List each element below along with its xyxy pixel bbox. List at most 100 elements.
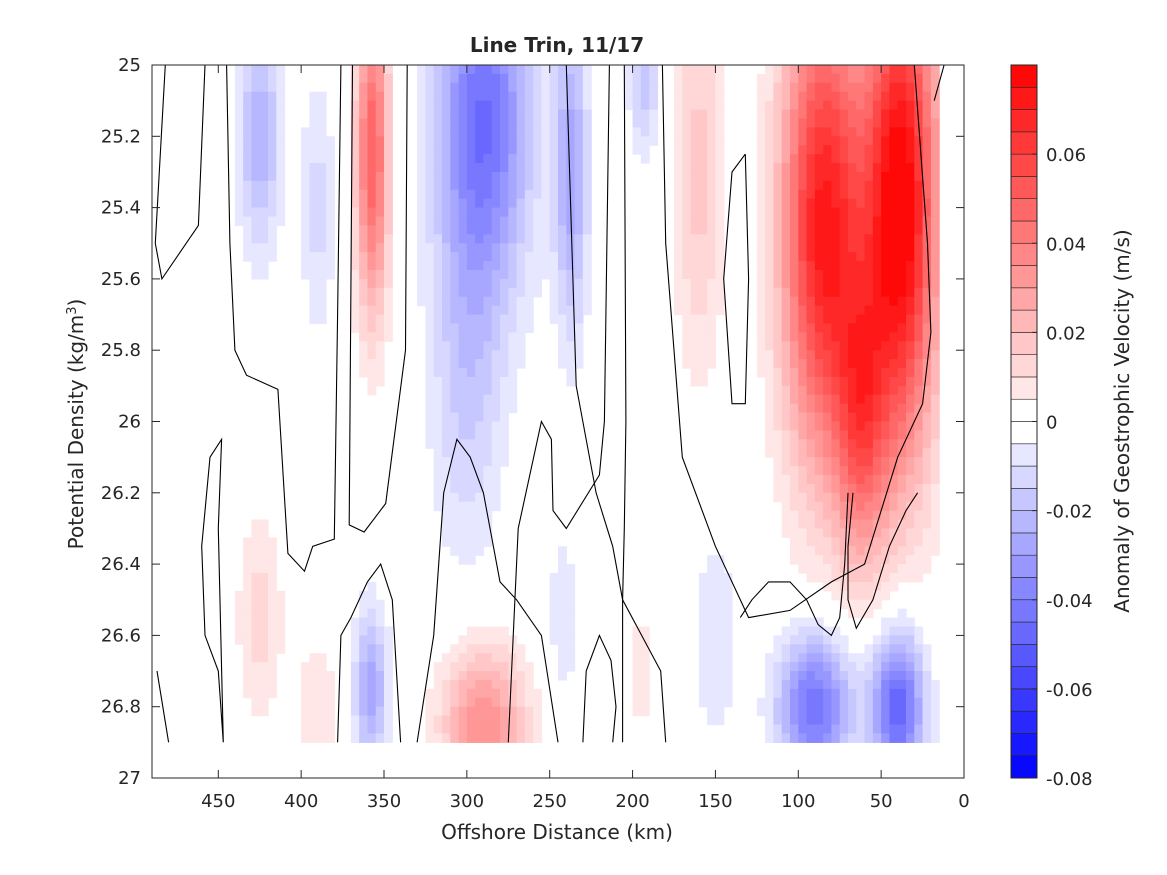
heatmap-cell — [897, 287, 907, 298]
heatmap-cell — [442, 412, 451, 423]
heatmap-cell — [234, 100, 244, 111]
heatmap-cell — [359, 724, 369, 735]
heatmap-cell — [773, 430, 783, 440]
heatmap-cell — [897, 225, 907, 235]
heatmap-cell — [914, 528, 924, 538]
heatmap-cell — [309, 653, 319, 663]
heatmap-cell — [698, 252, 708, 262]
heatmap-cell — [698, 671, 708, 681]
heatmap-cell — [251, 198, 261, 209]
heatmap-cell — [781, 448, 791, 458]
heatmap-cell — [848, 269, 857, 280]
heatmap-cell — [814, 635, 824, 645]
heatmap-cell — [823, 403, 833, 414]
heatmap-cell — [458, 82, 468, 93]
heatmap-cell — [707, 644, 717, 654]
heatmap-cell — [781, 65, 791, 75]
heatmap-cell — [524, 100, 534, 111]
heatmap-cell — [798, 163, 808, 173]
heatmap-cell — [690, 109, 700, 120]
heatmap-cell — [483, 635, 493, 645]
heatmap-cell — [756, 145, 766, 155]
heatmap-cell — [433, 314, 443, 325]
heatmap-cell — [814, 296, 824, 307]
heatmap-cell — [872, 376, 882, 387]
heatmap-cell — [781, 715, 791, 726]
heatmap-cell — [765, 305, 775, 316]
heatmap-cell — [856, 528, 866, 538]
heatmap-cell — [765, 368, 775, 378]
heatmap-cell — [350, 662, 360, 672]
heatmap-cell — [698, 314, 708, 325]
heatmap-cell — [707, 617, 717, 628]
x-tick-label: 50 — [870, 791, 893, 812]
heatmap-cell — [897, 278, 907, 289]
heatmap-cell — [375, 644, 385, 654]
heatmap-cell — [831, 136, 841, 146]
heatmap-cell — [831, 296, 841, 307]
heatmap-cell — [268, 599, 277, 610]
heatmap-cell — [930, 278, 940, 289]
heatmap-cell — [773, 688, 783, 699]
heatmap-cell — [906, 323, 915, 333]
heatmap-cell — [384, 136, 393, 146]
heatmap-cell — [442, 501, 451, 512]
heatmap-cell — [831, 546, 841, 556]
heatmap-cell — [806, 341, 816, 351]
heatmap-cell — [889, 216, 899, 227]
heatmap-cell — [516, 323, 526, 333]
heatmap-cell — [326, 225, 335, 235]
heatmap-cell — [251, 688, 261, 699]
heatmap-cell — [839, 278, 849, 289]
heatmap-cell — [773, 457, 783, 467]
heatmap-cell — [864, 332, 874, 342]
heatmap-cell — [649, 65, 659, 75]
heatmap-cell — [466, 733, 476, 743]
heatmap-cell — [906, 546, 915, 556]
colorbar-tick-label: 0 — [1046, 413, 1057, 434]
heatmap-cell — [466, 501, 476, 512]
heatmap-cell — [831, 109, 841, 120]
heatmap-cell — [872, 483, 882, 494]
heatmap-cell — [897, 171, 907, 182]
heatmap-cell — [442, 314, 451, 325]
heatmap-cell — [384, 180, 393, 191]
heatmap-cell — [500, 252, 509, 262]
heatmap-cell — [881, 403, 891, 414]
heatmap-cell — [881, 189, 891, 200]
heatmap-cell — [831, 252, 841, 262]
heatmap-cell — [475, 528, 485, 538]
heatmap-cell — [417, 145, 427, 155]
heatmap-cell — [773, 109, 783, 120]
heatmap-cell — [276, 644, 286, 654]
heatmap-cell — [574, 91, 584, 102]
heatmap-cell — [814, 350, 824, 360]
heatmap-cell — [922, 278, 932, 289]
heatmap-cell — [897, 688, 907, 699]
heatmap-cell — [823, 109, 833, 120]
heatmap-cell — [707, 261, 717, 271]
heatmap-cell — [425, 394, 435, 405]
heatmap-cell — [640, 662, 650, 672]
heatmap-cell — [773, 234, 783, 244]
heatmap-cell — [922, 662, 932, 672]
heatmap-cell — [524, 118, 534, 128]
heatmap-cell — [839, 403, 849, 414]
heatmap-cell — [930, 688, 940, 699]
heatmap-cell — [889, 154, 899, 164]
heatmap-cell — [698, 679, 708, 690]
heatmap-cell — [831, 555, 841, 565]
heatmap-cell — [773, 715, 783, 726]
heatmap-cell — [798, 653, 808, 663]
heatmap-cell — [856, 439, 866, 449]
heatmap-cell — [773, 653, 783, 663]
heatmap-cell — [458, 145, 468, 155]
heatmap-cell — [500, 296, 509, 307]
heatmap-cell — [856, 697, 866, 708]
heatmap-cell — [326, 198, 335, 209]
heatmap-cell — [823, 635, 833, 645]
heatmap-cell — [533, 216, 543, 227]
heatmap-cell — [367, 154, 377, 164]
heatmap-cell — [930, 403, 940, 414]
heatmap-cell — [872, 385, 882, 396]
